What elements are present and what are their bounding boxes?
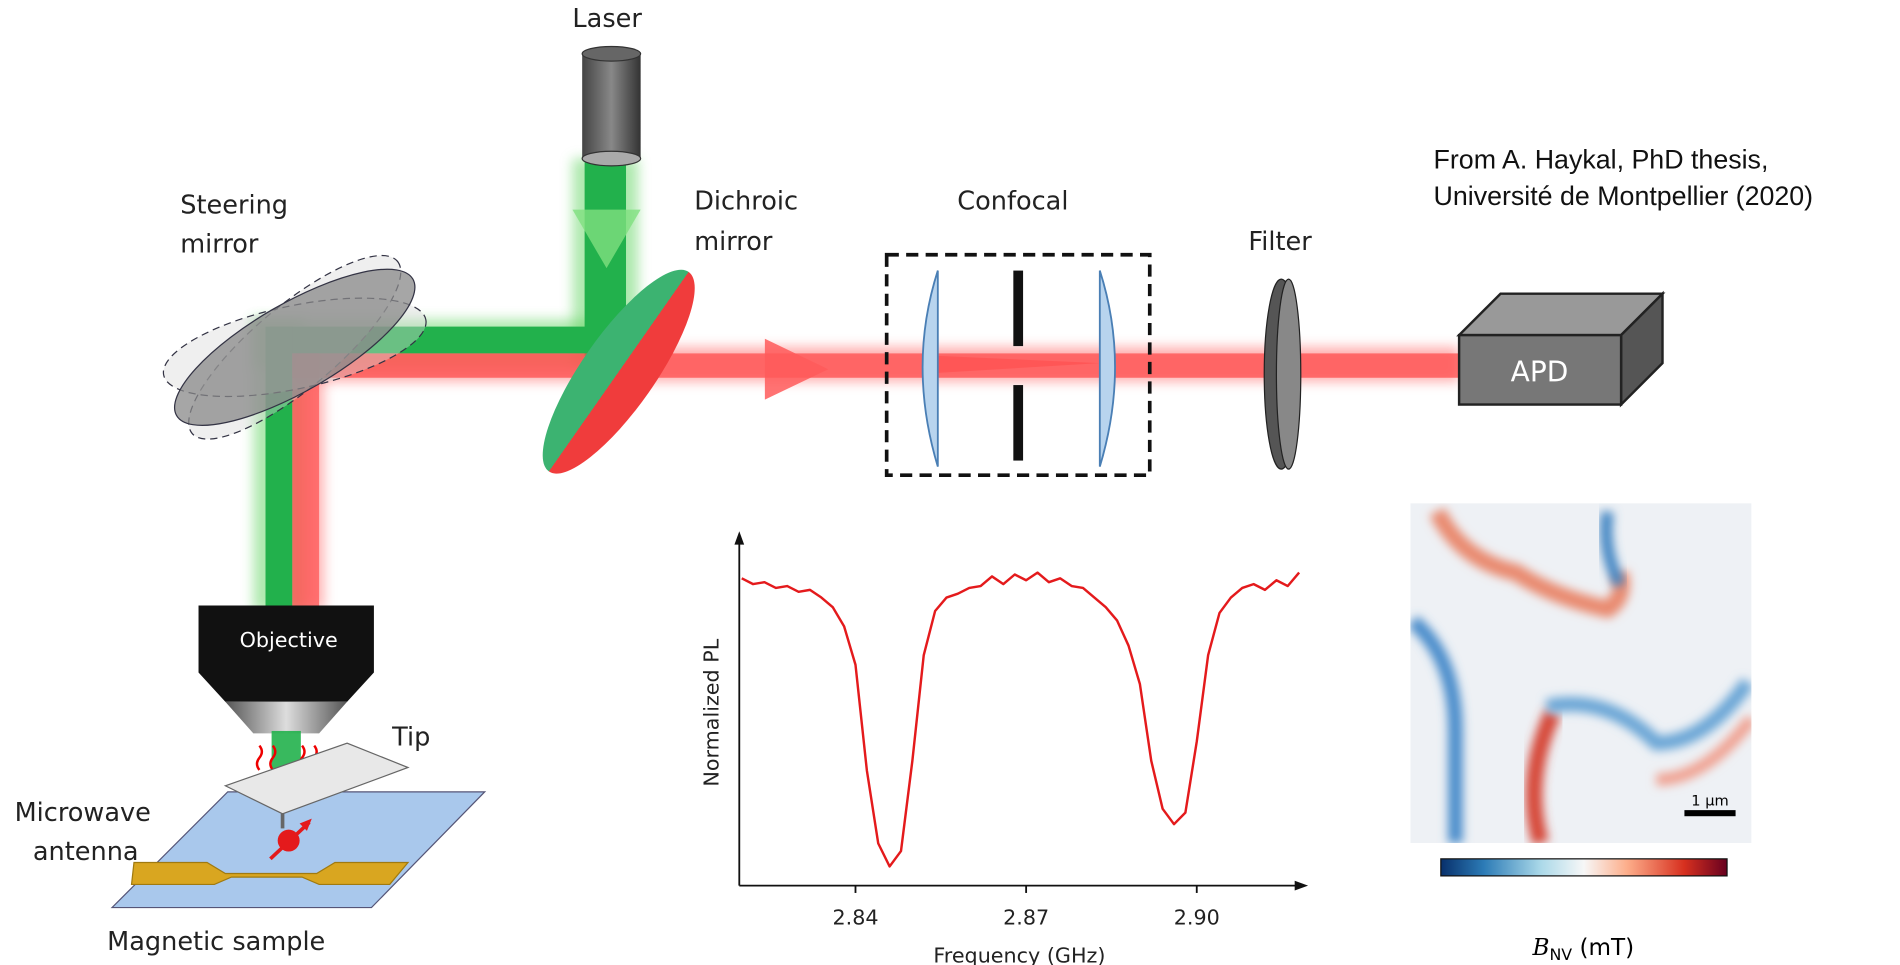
laser [582, 46, 640, 165]
x-tick-label: 2.90 [1174, 906, 1220, 930]
subscript: NV [1549, 945, 1572, 964]
sample [112, 743, 485, 907]
label-sample: Magnetic sample [107, 927, 325, 957]
figure: -0.500.5 Laser Steering mirror Dichro [0, 0, 1900, 965]
spectrum-chart: Normalized PL Frequency (GHz) 2.84 2.87 2.… [700, 531, 1308, 965]
label-confocal: Confocal [957, 187, 1068, 217]
label-dichroic: Dichroic [694, 187, 798, 217]
label-filter: Filter [1248, 227, 1312, 257]
label-antenna: antenna [33, 837, 139, 867]
label-antenna: Microwave [15, 798, 151, 828]
x-tick-label: 2.84 [832, 906, 878, 930]
colorbar-label: BNV (mT) [1531, 935, 1634, 964]
scale-bar-label: 1 μm [1691, 792, 1728, 809]
x-axis-label: Frequency (GHz) [933, 943, 1105, 965]
x-tick-label: 2.87 [1003, 906, 1049, 930]
pl-curve [742, 573, 1299, 867]
y-axis-label: Normalized PL [700, 638, 724, 786]
label-dichroic: mirror [694, 227, 773, 257]
label-apd: APD [1511, 355, 1569, 388]
credit: Université de Montpellier (2020) [1434, 181, 1814, 211]
label-steering: Steering [180, 190, 288, 220]
label-laser: Laser [572, 4, 642, 34]
colorbar: BNV (mT) [1441, 859, 1727, 964]
magnetic-map: 1 μm [1410, 503, 1751, 843]
credit: From A. Haykal, PhD thesis, [1434, 144, 1769, 174]
filter [1264, 279, 1301, 469]
label-objective: Objective [240, 628, 338, 652]
confocal [887, 255, 1150, 475]
symbol: B [1531, 935, 1549, 961]
label-tip: Tip [391, 723, 430, 753]
label-steering: mirror [180, 229, 259, 259]
unit: (mT) [1572, 935, 1634, 961]
